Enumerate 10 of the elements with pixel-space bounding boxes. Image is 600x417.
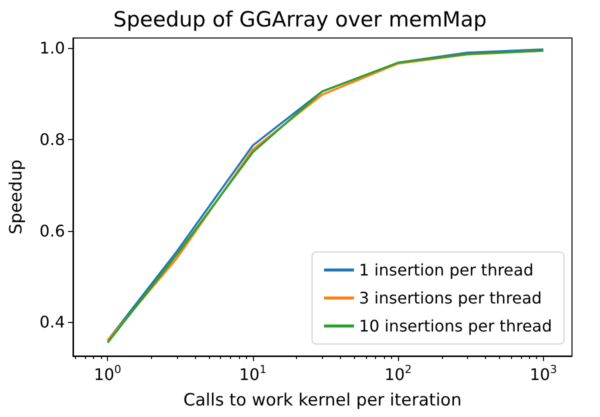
y-tick-label: 0.4 (40, 312, 65, 332)
legend-label: 3 insertions per thread (359, 288, 542, 308)
y-axis-title: Speedup (6, 160, 26, 234)
chart-title: Speedup of GGArray over memMap (113, 8, 487, 32)
y-tick-label: 1.0 (40, 38, 65, 58)
y-tick-label: 0.6 (40, 221, 65, 240)
y-tick-label: 0.8 (40, 130, 65, 149)
x-axis-title: Calls to work kernel per iteration (183, 390, 462, 410)
legend-label: 1 insertion per thread (359, 260, 534, 280)
legend-label: 10 insertions per thread (359, 316, 552, 336)
